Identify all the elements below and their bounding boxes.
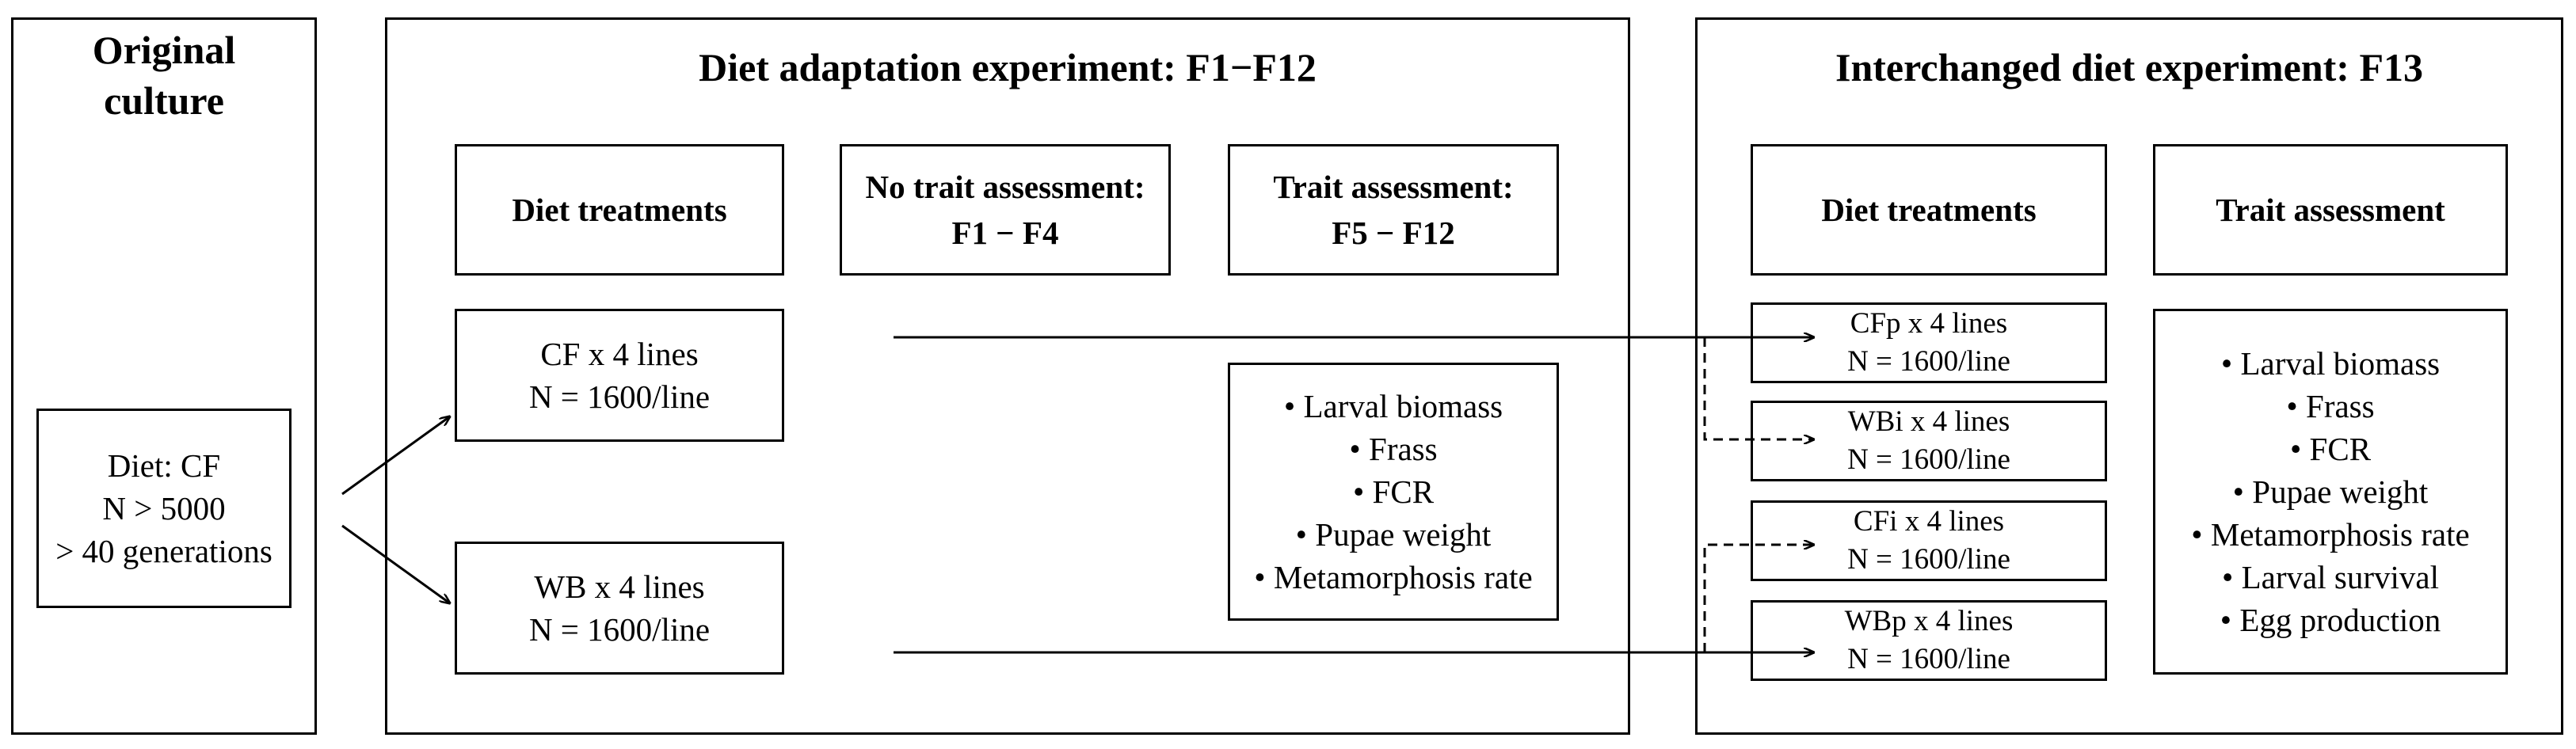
diet-adaptation-panel: Diet adaptation experiment: F1−F12 [385,17,1630,735]
wbp-treatment-box: WBp x 4 lines N = 1600/line [1751,600,2107,681]
cf-treatment-box: CF x 4 lines N = 1600/line [455,309,784,442]
trait-item: Larval biomass [1284,385,1503,428]
trait-item: Frass [2286,385,2375,428]
trait-item: FCR [1353,470,1435,513]
diet-adaptation-title: Diet adaptation experiment: F1−F12 [699,45,1317,89]
trait-item: Metamorphosis rate [1254,556,1533,599]
trait-item: Egg production [2220,599,2441,641]
trait-item: FCR [2290,428,2372,470]
diet-treatments-header: Diet treatments [455,144,784,276]
trait-item: Larval biomass [2221,342,2440,385]
wb-treatment-box: WB x 4 lines N = 1600/line [455,542,784,675]
trait-item: Larval survival [2222,556,2439,599]
original-diet-box: Diet: CF N > 5000 > 40 generations [36,409,292,608]
interchanged-diet-title: Interchanged diet experiment: F13 [1835,45,2424,89]
cfp-treatment-box: CFp x 4 lines N = 1600/line [1751,302,2107,383]
wbi-treatment-box: WBi x 4 lines N = 1600/line [1751,401,2107,481]
interchanged-traits-box: Larval biomass Frass FCR Pupae weight Me… [2153,309,2508,675]
cfi-treatment-box: CFi x 4 lines N = 1600/line [1751,500,2107,581]
no-trait-assessment-header: No trait assessment: F1 − F4 [840,144,1171,276]
trait-item: Pupae weight [2233,470,2428,513]
original-culture-title: Original culture [92,28,236,123]
adaptation-traits-box: Larval biomass Frass FCR Pupae weight Me… [1228,363,1559,621]
interchanged-diet-treatments-header: Diet treatments [1751,144,2107,276]
trait-item: Pupae weight [1296,513,1491,556]
original-culture-panel: Original culture [11,17,317,735]
trait-assessment-header: Trait assessment: F5 − F12 [1228,144,1559,276]
interchanged-trait-assessment-header: Trait assessment [2153,144,2508,276]
trait-item: Metamorphosis rate [2191,513,2470,556]
trait-item: Frass [1349,428,1438,470]
